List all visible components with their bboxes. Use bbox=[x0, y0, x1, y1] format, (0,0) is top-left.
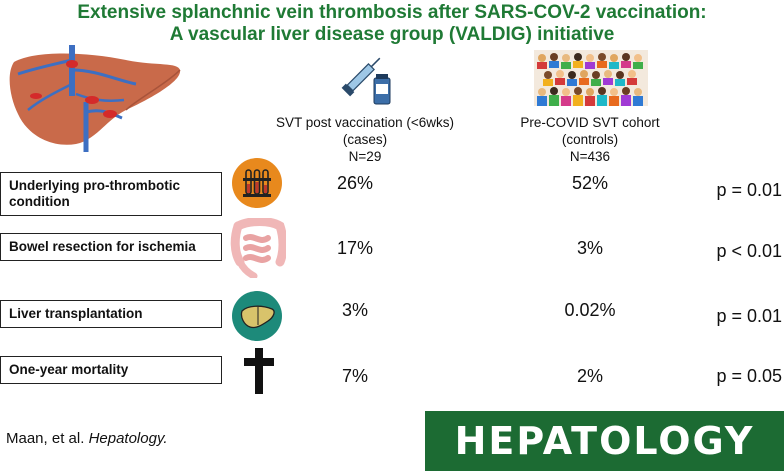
column-header-line: Pre-COVID SVT cohort bbox=[520, 115, 660, 130]
syringe-vaccine-icon bbox=[341, 57, 391, 105]
column-header-controls: Pre-COVID SVT cohort (controls) N=436 bbox=[500, 114, 680, 165]
value-controls: 52% bbox=[571, 173, 609, 193]
value-cases: 3% bbox=[341, 300, 368, 320]
p-value: p = 0.01 bbox=[716, 180, 782, 200]
intestine-icon bbox=[230, 218, 286, 278]
test-tubes-icon bbox=[232, 158, 282, 208]
citation: Maan, et al. Hepatology. bbox=[6, 430, 168, 447]
citation-authors: Maan, et al. bbox=[6, 430, 85, 447]
column-header-line: N=29 bbox=[348, 149, 382, 164]
citation-journal: Hepatology. bbox=[88, 430, 168, 447]
title-line-1: Extensive splanchnic vein thrombosis aft… bbox=[77, 2, 707, 23]
hepatology-logo: HEPATOLOGY bbox=[425, 411, 784, 471]
liver-illustration bbox=[9, 45, 181, 152]
value-cases: 17% bbox=[336, 238, 374, 258]
column-header-cases: SVT post vaccination (<6wks) (cases) N=2… bbox=[260, 114, 470, 165]
column-header-line: N=436 bbox=[569, 149, 611, 164]
title-line-2: A vascular liver disease group (VALDIG) … bbox=[169, 24, 615, 45]
column-header-line: (cases) bbox=[342, 132, 388, 147]
column-header-line: (controls) bbox=[561, 132, 619, 147]
value-cases: 26% bbox=[336, 173, 374, 193]
crowd-icon bbox=[534, 50, 648, 106]
value-controls: 0.02% bbox=[564, 300, 616, 320]
value-controls: 3% bbox=[576, 238, 603, 258]
p-value: p = 0.05 bbox=[716, 366, 782, 386]
row-label-liver-transplantation: Liver transplantation bbox=[0, 300, 222, 328]
p-value: p < 0.01 bbox=[716, 241, 782, 261]
value-cases: 7% bbox=[341, 366, 368, 386]
column-header-line: SVT post vaccination (<6wks) bbox=[276, 115, 454, 130]
p-value: p = 0.01 bbox=[716, 306, 782, 326]
row-label-prothrombotic: Underlying pro-thrombotic condition bbox=[0, 172, 222, 216]
row-label-mortality: One-year mortality bbox=[0, 356, 222, 384]
cross-icon bbox=[244, 348, 274, 394]
row-label-bowel-resection: Bowel resection for ischemia bbox=[0, 233, 222, 261]
value-controls: 2% bbox=[576, 366, 603, 386]
liver-icon bbox=[232, 291, 282, 341]
